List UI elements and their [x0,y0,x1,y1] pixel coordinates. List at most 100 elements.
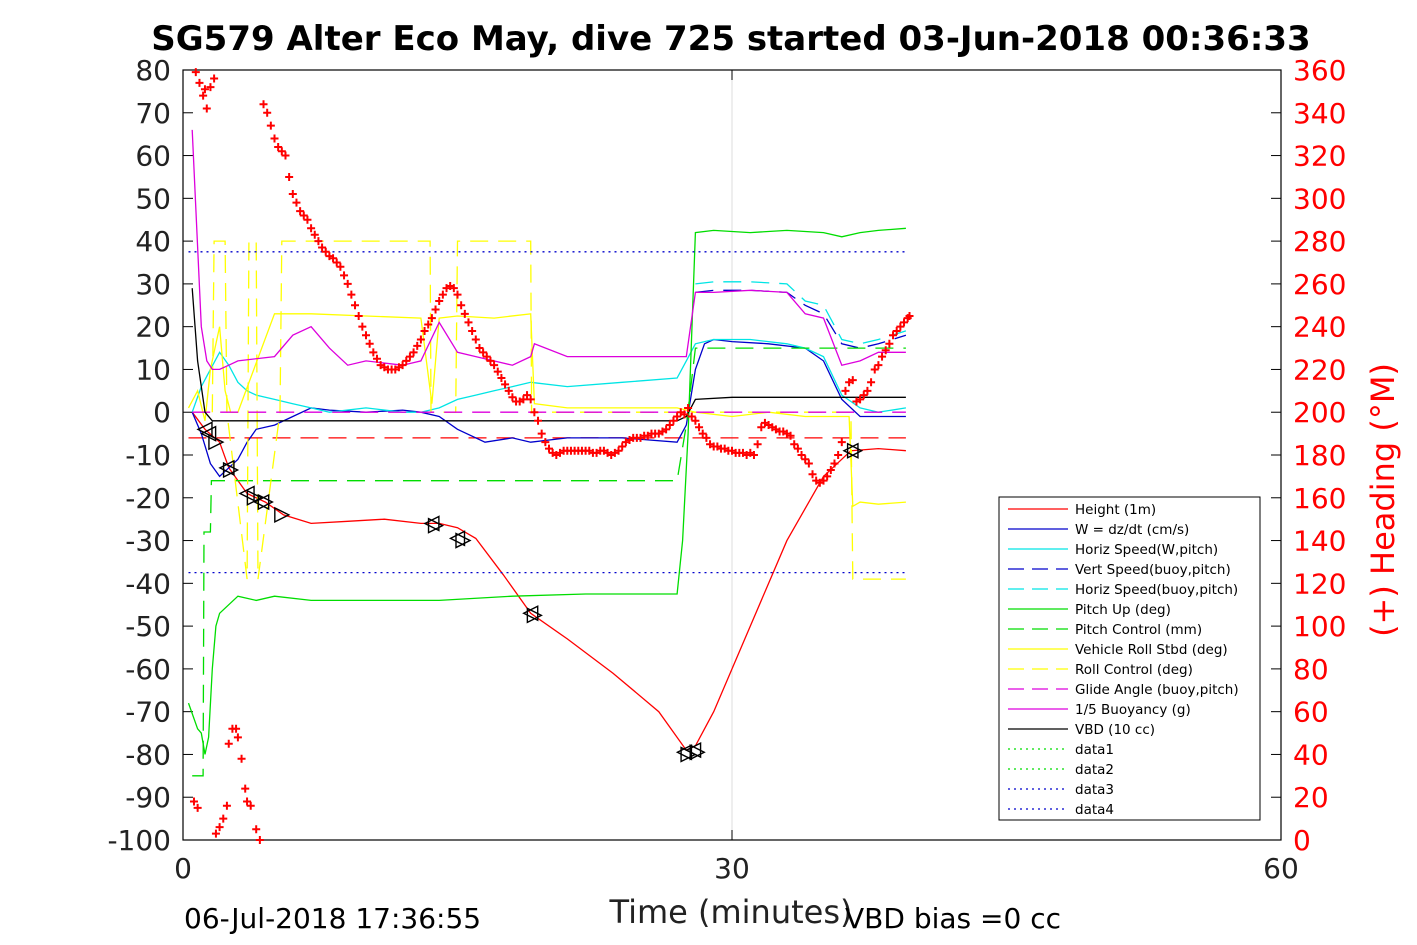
right-tick-label: 240 [1293,311,1346,344]
heading-point [519,395,528,404]
right-tick-label: 20 [1293,781,1329,814]
heading-point [493,367,502,376]
heading-point [255,836,264,844]
x-axis-ticks: 0 30 60 [174,70,1299,885]
heading-point [193,803,202,812]
heading-point [684,403,693,412]
x-axis-label: Time (minutes) [609,893,853,931]
right-tick-label: 200 [1293,396,1346,429]
turn-marker [427,517,445,534]
series-line-vbd-10-cc- [191,288,906,422]
heading-point [427,314,436,323]
heading-point [431,305,440,314]
left-tick-label: -100 [107,824,171,857]
series-line-1-5-buoyancy-g- [191,129,906,371]
heading-point [823,472,832,481]
heading-point [210,74,219,83]
series-line-pitch-control-mm- [192,347,906,777]
right-tick-label: 340 [1293,97,1346,130]
heading-point [233,733,242,742]
heading-point [808,470,817,479]
left-tick-label: 40 [135,225,171,258]
right-tick-label: 80 [1293,653,1329,686]
left-tick-label: 30 [135,268,171,301]
turn-marker [257,493,274,511]
heading-point [523,391,532,400]
legend-label: data1 [1075,742,1114,758]
left-tick-label: -90 [125,781,171,814]
heading-point [695,423,704,432]
legend: Height (1m) W = dz/dt (cm/s) Horiz Speed(W… [998,496,1261,821]
heading-point [479,348,488,357]
turn-markers [196,421,864,763]
legend-label: data3 [1075,782,1114,798]
left-tick-label: -70 [125,696,171,729]
heading-point [673,412,682,421]
heading-point [189,797,198,806]
heading-point [464,318,473,327]
left-tick-label: -30 [125,525,171,558]
heading-point [266,121,275,130]
right-tick-label: 300 [1293,182,1346,215]
heading-point [340,271,349,280]
heading-point [541,438,550,447]
heading-point [438,290,447,299]
heading-point [530,408,539,417]
left-tick-label: 70 [135,97,171,130]
heading-point [263,108,272,117]
right-tick-label: 40 [1293,738,1329,771]
heading-point [195,78,204,87]
heading-point [702,433,711,442]
heading-point [497,374,506,382]
heading-point [347,290,356,299]
heading-point [321,247,330,256]
heading-point [420,326,429,335]
heading-point [369,348,378,357]
heading-point [241,784,250,793]
series-line-vehicle-roll-stbd-deg- [187,313,906,508]
heading-point [270,134,279,143]
heading-point [482,352,491,361]
heading-point [793,444,802,453]
heading-point [318,243,327,252]
legend-label: Vehicle Roll Stbd (deg) [1075,642,1228,658]
heading-point [698,429,707,438]
heading-point [243,797,252,806]
x-tick-label: 30 [714,852,750,885]
heading-point [222,801,231,810]
heading-point [753,440,762,449]
heading-point [830,459,839,468]
heading-point [409,348,418,357]
right-tick-label: 320 [1293,140,1346,173]
heading-point [680,410,689,419]
right-tick-label: 260 [1293,268,1346,301]
heading-point [362,331,370,340]
turn-marker [689,744,706,761]
heading-point [691,416,700,425]
heading-point [819,476,828,485]
legend-items: Height (1m) W = dz/dt (cm/s) Horiz Speed(W… [1008,502,1239,818]
heading-point [618,442,627,451]
right-tick-label: 120 [1293,567,1346,600]
heading-point [867,378,876,387]
legend-label: Glide Angle (buoy,pitch) [1075,682,1239,698]
heading-point [486,356,495,365]
heading-point [834,451,843,459]
left-tick-label: 80 [135,54,171,87]
heading-point [372,354,381,363]
turn-marker [208,434,225,451]
left-tick-label: -10 [125,439,171,472]
heading-point [354,311,363,320]
turn-marker [196,421,213,438]
heading-point [215,823,224,832]
heading-point [191,68,200,77]
heading-point [200,85,209,94]
heading-point [285,172,294,181]
series-line-vert-speed-buoy-pitch- [695,289,907,349]
left-tick-label: 50 [135,182,171,215]
heading-point [905,311,914,320]
right-axis-label: (+) Heading (°M) [1364,363,1402,637]
heading-point [790,440,799,449]
heading-point [303,215,312,224]
heading-point [881,346,890,355]
